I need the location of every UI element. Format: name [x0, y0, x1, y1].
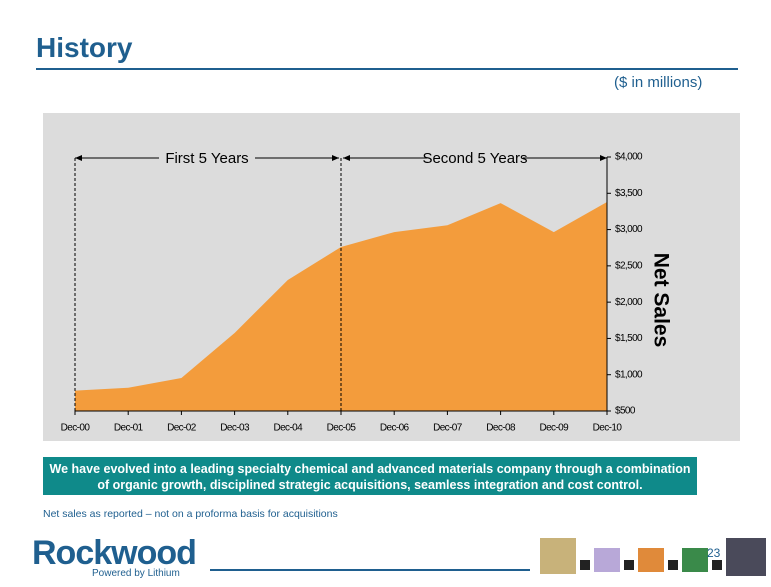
- arrow-head: [75, 155, 82, 161]
- y-tick-label: $500: [615, 406, 636, 417]
- area: [75, 201, 607, 411]
- x-tick-label: Dec-09: [539, 423, 569, 434]
- y-tick-label: $4,000: [615, 152, 643, 163]
- banner: We have evolved into a leading specialty…: [43, 457, 697, 495]
- photo-strip: [540, 538, 766, 576]
- y-axis-title: Net Sales: [649, 253, 672, 348]
- period-label: First 5 Years: [165, 150, 248, 167]
- label-bg: [159, 148, 255, 168]
- footnote: Net sales as reported – not on a proform…: [43, 508, 338, 520]
- logo: Rockwood: [32, 534, 197, 572]
- x-tick-label: Dec-10: [593, 423, 623, 434]
- period-label: Second 5 Years: [422, 150, 527, 167]
- x-tick-label: Dec-00: [61, 423, 91, 434]
- x-tick-label: Dec-08: [486, 423, 516, 434]
- y-tick-label: $3,000: [615, 224, 643, 235]
- y-tick-label: $3,500: [615, 188, 643, 199]
- x-tick-label: Dec-06: [380, 423, 410, 434]
- units-note: ($ in millions): [614, 74, 703, 91]
- x-tick-label: Dec-04: [273, 423, 303, 434]
- y-tick-label: $1,000: [615, 369, 643, 380]
- y-tick-label: $2,000: [615, 297, 643, 308]
- bottom-rule: [210, 569, 530, 571]
- x-tick-label: Dec-02: [167, 423, 197, 434]
- arrow-head: [600, 155, 607, 161]
- page-number: 23: [707, 546, 721, 560]
- x-tick-label: Dec-05: [327, 423, 357, 434]
- y-tick-label: $1,500: [615, 333, 643, 344]
- slide-title: History: [36, 32, 133, 63]
- title-rule: [36, 68, 738, 70]
- arrow-head: [343, 155, 350, 161]
- x-tick-label: Dec-03: [220, 423, 250, 434]
- x-tick-label: Dec-01: [114, 423, 144, 434]
- logo-tagline: Powered by Lithium: [92, 568, 180, 579]
- arrow-head: [332, 155, 339, 161]
- y-tick-label: $2,500: [615, 260, 643, 271]
- label-bg: [427, 148, 523, 168]
- x-tick-label: Dec-07: [433, 423, 463, 434]
